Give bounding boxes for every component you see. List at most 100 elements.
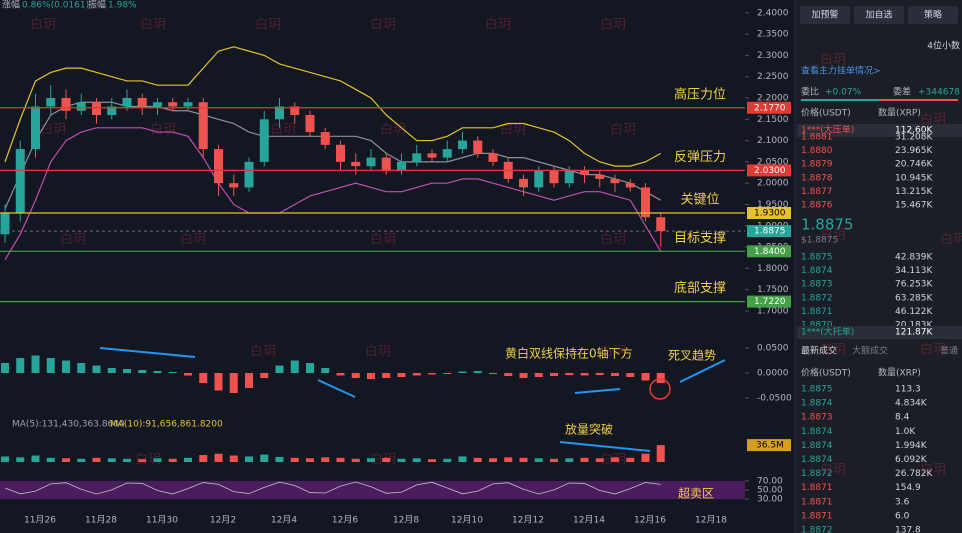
macd-bar [611,373,619,376]
candle-body [549,170,559,184]
candle-body [442,149,452,158]
link[interactable]: 查看主力挂单情况> [801,65,881,77]
candle-body [519,178,528,188]
volume-bar [397,458,406,462]
band-line [4,127,662,261]
candle-body [351,161,361,167]
macd-bar [46,358,55,373]
price: 1.8878 [801,173,833,183]
volume-bar [611,457,619,462]
col-head: 价格(USDT) [801,367,851,379]
volume-bar [46,457,55,462]
macd-bar [245,373,253,388]
macd-bar [229,373,238,393]
macd-bar [336,373,345,376]
price: 1.8874 [801,455,833,465]
candle-body [488,153,498,162]
macd-bar [275,365,284,373]
volume-bar [184,457,192,462]
current-price: 1.8875 [754,227,786,237]
watermark: 白玥 [255,17,281,33]
macd-bar [123,369,131,373]
arrow [679,359,726,383]
volume-bar [595,458,604,462]
volume-bar [458,456,467,462]
level-price: 2.1770 [754,103,786,113]
watermark: 白玥 [135,452,161,468]
tab[interactable]: 大额成交 [852,345,888,357]
candle-body [412,153,422,162]
level-text: 高压力位 [674,86,726,102]
candle-body [656,217,666,232]
qty: 4.834K [895,399,928,409]
col-head: 数量(XRP) [878,367,921,379]
volume-bar [260,454,269,462]
macd-bar [443,373,452,374]
x-tick-label: 12月10 [451,515,483,526]
price: 1.8875 [801,385,833,395]
qty: 13.215K [895,187,933,197]
decimals[interactable]: 4位小数 [927,40,960,52]
volume-bar [275,456,284,462]
button-label[interactable]: 加自选 [865,9,892,21]
candle-body [137,97,147,107]
qty: 113.3 [895,385,921,395]
x-tick-label: 12月4 [271,515,297,526]
highlight [649,378,671,400]
macd-bar [458,371,467,373]
x-tick-label: 11月26 [24,515,56,526]
price: 1.8871 [801,511,833,521]
button-label[interactable]: 加预警 [811,9,838,21]
x-tick-label: 12月8 [393,515,419,526]
candle-body [580,170,589,175]
volume-bar [336,457,345,462]
candle-body [244,161,254,188]
level-tag [747,245,791,258]
watermark: 白玥 [820,227,846,243]
ratio-bar-sell [880,99,958,101]
arrow [559,441,651,452]
level-tag [747,206,791,219]
y-tick-label: 2.2500 [757,72,789,82]
candle-body [183,102,193,107]
candle-body [0,212,10,235]
candle-body [31,106,40,150]
volume-tag [747,439,791,452]
qty: 1.0K [895,427,916,437]
volume-bar [77,458,86,462]
button[interactable] [800,6,850,24]
current-tag [747,225,791,238]
macd-bar [382,373,391,378]
candle-body [76,102,86,111]
change-label: 涨幅 [2,0,20,11]
candle-body [534,170,544,188]
candle-body [397,161,406,171]
watermark: 白玥 [500,122,526,138]
volume-bar [16,457,25,462]
amplitude-label: 振幅 [88,0,106,11]
y-tick-label: 1.7500 [757,285,789,295]
macd-bar [580,373,589,376]
button[interactable] [908,6,958,24]
button-label[interactable]: 策略 [924,9,942,21]
change: 0.86%(0.0161) [22,1,89,11]
volume-bar [290,457,299,462]
watermark: 白玥 [365,344,391,360]
y-tick-label: 1.8000 [757,264,789,274]
rsi-band [0,480,745,500]
qty: 23.965K [895,146,933,156]
price: 1.8876 [801,201,833,211]
tab[interactable]: 普通 [940,345,958,357]
macd-bar [31,355,40,373]
price: 1.8874 [801,266,833,276]
big-ask: 1***(大压单) [801,124,854,136]
button[interactable] [854,6,904,24]
tab[interactable]: 最新成交 [801,345,837,357]
qty: 20.746K [895,160,933,170]
watermark: 白玥 [60,232,86,248]
volume-bar [489,458,497,462]
y-tick-label: 2.3500 [757,30,789,40]
volume-bar [473,457,482,462]
diff: +344678 [918,88,960,98]
volume-bar [31,455,40,462]
